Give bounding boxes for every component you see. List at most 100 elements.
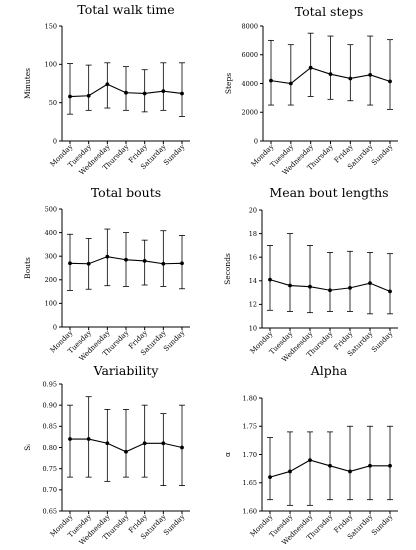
y-tick-label: 16 [249, 254, 257, 262]
y-axis-label: Minutes [23, 68, 32, 99]
data-point [68, 94, 72, 99]
y-axis-label: Bouts [23, 257, 32, 279]
y-tick-label: 8000 [241, 22, 258, 30]
data-point [328, 72, 333, 77]
chart-title: Variability [93, 363, 160, 378]
data-point [328, 288, 332, 293]
data-point [308, 284, 312, 289]
chart-title: Total bouts [91, 185, 161, 200]
data-point [348, 76, 353, 81]
y-tick-label: 1.75 [243, 423, 257, 431]
y-tick-label: 20 [249, 206, 257, 214]
x-tick-label: Sunday [370, 330, 394, 354]
data-point [268, 475, 272, 479]
y-tick-label: 4000 [241, 80, 258, 88]
y-tick-label: 0.70 [43, 486, 57, 494]
data-point [368, 463, 372, 468]
x-tick-label: Sunday [162, 513, 186, 537]
data-point [388, 79, 392, 84]
data-point [124, 90, 128, 95]
data-point [105, 82, 110, 87]
data-point [161, 441, 166, 446]
data-point [142, 259, 147, 263]
data-point [388, 463, 392, 468]
chart-panel-5: Variability Sᵢ 0.65 0.70 0.75 0.80 0.85 0.90 0.9… [23, 363, 190, 547]
data-point [142, 91, 147, 96]
data-point [68, 437, 72, 441]
chart-title: Alpha [310, 363, 348, 378]
y-tick-label: 0 [254, 137, 258, 145]
data-point [268, 277, 272, 282]
data-point [348, 285, 352, 290]
y-tick-label: 0 [53, 137, 57, 145]
data-point [308, 458, 312, 463]
chart-panel-2: Total stepsSteps02000400060008000MondayT… [224, 4, 398, 177]
y-tick-label: 2000 [241, 109, 258, 117]
chart-title: Total walk time [77, 2, 174, 17]
data-point [180, 91, 184, 96]
data-point [124, 449, 128, 454]
data-point [288, 283, 292, 288]
data-point [288, 469, 292, 474]
y-tick-label: 6000 [241, 51, 258, 59]
chart-title: Mean bout lengths [269, 185, 388, 200]
y-axis-label: α [223, 452, 232, 457]
y-axis-label: Steps [224, 73, 233, 94]
y-tick-label: 500 [45, 205, 57, 213]
data-point [68, 261, 72, 266]
data-point [348, 469, 352, 474]
y-tick-label: 0 [53, 323, 57, 331]
y-tick-label: 300 [45, 253, 57, 261]
data-point [388, 289, 392, 294]
chart-panel-4: Mean bout lengthsSeconds101214161820Mond… [223, 185, 398, 364]
y-tick-label: 1.70 [243, 451, 257, 459]
chart-panel-1: Total walk timeMinutes050100150MondayTue… [23, 2, 190, 177]
data-point [180, 445, 184, 450]
y-tick-label: 0.80 [43, 444, 57, 452]
data-point [328, 463, 332, 468]
y-tick-label: 50 [49, 99, 57, 107]
data-point [368, 72, 373, 77]
y-tick-label: 150 [45, 22, 57, 30]
data-point [161, 261, 166, 266]
y-tick-label: 100 [45, 300, 57, 308]
data-point [161, 89, 166, 94]
y-tick-label: 1.80 [243, 394, 257, 402]
data-point [308, 65, 313, 70]
data-point [86, 93, 91, 98]
x-tick-label: Sunday [370, 143, 394, 167]
data-point [269, 78, 273, 83]
y-tick-label: 0.65 [43, 507, 57, 515]
y-tick-label: 14 [249, 277, 257, 285]
data-point [124, 257, 128, 262]
data-point [105, 254, 110, 259]
y-tick-label: 18 [249, 230, 257, 238]
y-tick-label: 0.95 [43, 380, 57, 388]
data-point [142, 441, 147, 446]
y-tick-label: 0.85 [43, 423, 57, 431]
y-tick-label: 1.65 [243, 479, 257, 487]
data-point [105, 441, 110, 446]
y-tick-label: 400 [45, 229, 57, 237]
y-tick-label: 0.75 [43, 465, 57, 473]
data-point [86, 437, 91, 441]
y-tick-label: 1.60 [243, 507, 257, 515]
data-point [368, 281, 372, 286]
x-tick-label: Sunday [370, 513, 394, 537]
x-tick-label: Sunday [162, 143, 186, 167]
y-tick-label: 100 [45, 61, 57, 69]
data-point [288, 81, 293, 86]
data-point [86, 261, 91, 266]
y-tick-label: 0.90 [43, 401, 57, 409]
y-axis-label: Seconds [223, 253, 232, 285]
y-tick-label: 200 [45, 276, 57, 284]
chart-title: Total steps [295, 4, 364, 19]
data-point [180, 261, 184, 266]
y-tick-label: 10 [249, 324, 257, 332]
chart-panel-6: Alphaα1.601.651.701.751.80MondayTuesdayW… [223, 363, 398, 547]
x-tick-label: Sunday [162, 329, 186, 353]
chart-panel-3: Total boutsBouts0100200300400500MondayTu… [23, 185, 190, 363]
y-axis-label: Sᵢ [23, 444, 32, 451]
y-tick-label: 12 [249, 301, 257, 309]
